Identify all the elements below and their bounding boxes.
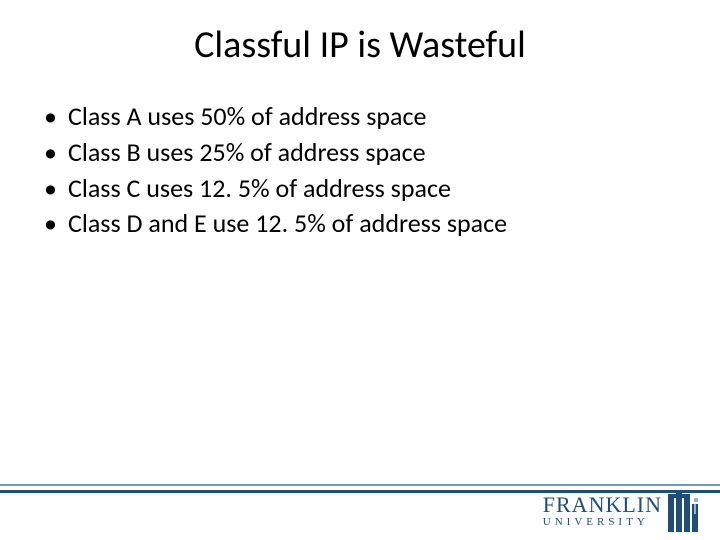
bullet-item: Class D and E use 12. 5% of address spac… (38, 207, 720, 241)
bullet-list: Class A uses 50% of address space Class … (38, 100, 720, 241)
slide-container: Classful IP is Wasteful Class A uses 50%… (0, 0, 720, 540)
bullet-item: Class A uses 50% of address space (38, 100, 720, 134)
logo-sub-text: UNIVERSITY (543, 517, 649, 528)
slide-title: Classful IP is Wasteful (0, 0, 720, 78)
logo-mark-icon (668, 490, 702, 532)
footer-logo: FRANKLIN UNIVERSITY (543, 490, 702, 532)
band-light-line (0, 484, 720, 486)
logo-text-block: FRANKLIN UNIVERSITY (543, 494, 662, 528)
bullet-item: Class B uses 25% of address space (38, 136, 720, 170)
footer-band: FRANKLIN UNIVERSITY (0, 462, 720, 540)
bullet-item: Class C uses 12. 5% of address space (38, 172, 720, 206)
logo-main-text: FRANKLIN (543, 494, 662, 516)
slide-content: Class A uses 50% of address space Class … (0, 78, 720, 241)
